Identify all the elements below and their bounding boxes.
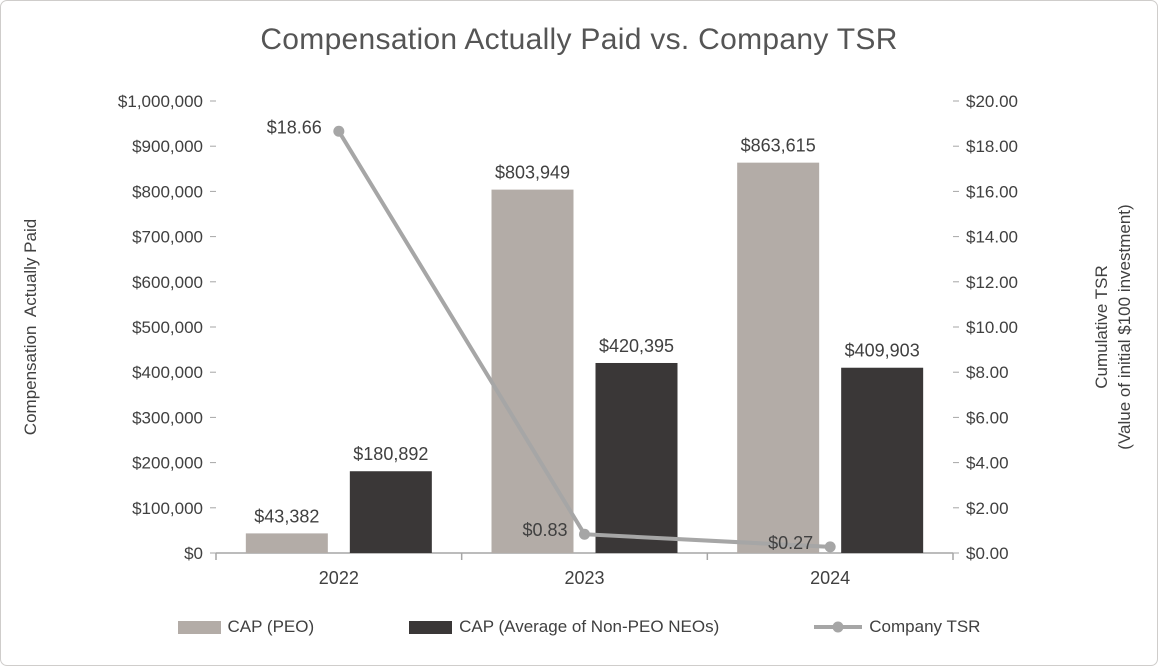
- right-axis-tick-label: $6.00: [966, 408, 1009, 427]
- legend-label-company-tsr: Company TSR: [869, 617, 981, 636]
- left-axis-tick-label: $500,000: [132, 318, 203, 337]
- legend-item-company-tsr: Company TSR: [814, 617, 980, 637]
- legend: CAP (PEO) CAP (Average of Non-PEO NEOs) …: [1, 617, 1157, 637]
- tsr-marker: [824, 541, 836, 553]
- right-axis-tick-label: $20.00: [966, 92, 1018, 111]
- bar-cap-non-peo: [595, 362, 678, 553]
- category-label: 2024: [810, 568, 850, 588]
- line-data-label: $0.27: [768, 533, 813, 553]
- bar-data-label: $409,903: [845, 341, 920, 361]
- legend-label-cap-non-peo: CAP (Average of Non-PEO NEOs): [459, 617, 720, 636]
- bar-cap-non-peo: [841, 367, 924, 553]
- chart-title: Compensation Actually Paid vs. Company T…: [260, 23, 898, 56]
- bar-data-label: $43,382: [254, 506, 319, 526]
- right-axis-tick-label: $14.00: [966, 228, 1018, 247]
- bar-data-label: $420,395: [599, 336, 674, 356]
- bar-data-label: $863,615: [741, 136, 816, 156]
- left-axis-tick-label: $300,000: [132, 408, 203, 427]
- left-axis-tick-label: $700,000: [132, 228, 203, 247]
- right-axis-tick-label: $18.00: [966, 137, 1018, 156]
- legend-swatch-cap-non-peo: [409, 620, 453, 634]
- bar-data-label: $803,949: [495, 163, 570, 183]
- right-axis-title-line1: Cumulative TSR: [1092, 265, 1112, 389]
- bar-data-label: $180,892: [353, 444, 428, 464]
- left-axis-tick-label: $0: [184, 544, 203, 563]
- left-axis-tick-label: $200,000: [132, 454, 203, 473]
- left-axis-tick-label: $600,000: [132, 273, 203, 292]
- tsr-marker: [333, 125, 345, 137]
- right-axis-title-line2: (Value of initial $100 investment): [1115, 204, 1134, 450]
- bar-cap-peo: [245, 533, 328, 553]
- legend-swatch-cap-peo: [177, 620, 221, 634]
- left-axis-title: Compensation Actually Paid: [21, 218, 40, 436]
- right-axis-tick-label: $0.00: [966, 544, 1009, 563]
- tsr-marker: [579, 528, 590, 540]
- bar-cap-peo: [737, 162, 820, 553]
- right-axis-tick-label: $12.00: [966, 273, 1018, 292]
- right-axis-tick-label: $2.00: [966, 499, 1009, 518]
- right-axis-tick-label: $8.00: [966, 363, 1009, 382]
- left-axis-tick-label: $400,000: [132, 363, 203, 382]
- category-label: 2023: [564, 568, 604, 588]
- right-axis-tick-label: $4.00: [966, 454, 1009, 473]
- line-data-label: $18.66: [267, 117, 322, 137]
- line-data-label: $0.83: [522, 520, 567, 540]
- legend-item-cap-non-peo: CAP (Average of Non-PEO NEOs): [409, 617, 719, 637]
- bar-cap-non-peo: [349, 471, 432, 553]
- legend-label-cap-peo: CAP (PEO): [227, 617, 315, 636]
- right-axis-title: Cumulative TSR (Value of initial $100 in…: [1091, 204, 1137, 449]
- legend-marker-dot: [832, 621, 844, 633]
- legend-item-cap-peo: CAP (PEO): [177, 617, 315, 637]
- category-label: 2022: [319, 568, 359, 588]
- right-axis-tick-label: $16.00: [966, 182, 1018, 201]
- left-axis-tick-label: $1,000,000: [118, 92, 203, 111]
- left-axis-tick-label: $900,000: [132, 137, 203, 156]
- right-axis-tick-label: $10.00: [966, 318, 1018, 337]
- legend-swatch-company-tsr: [814, 621, 863, 633]
- left-axis-tick-label: $800,000: [132, 182, 203, 201]
- left-axis-tick-label: $100,000: [132, 499, 203, 518]
